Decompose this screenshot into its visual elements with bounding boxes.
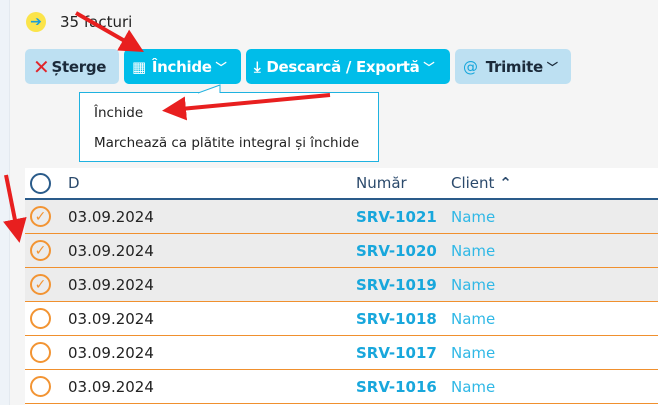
row-checkbox[interactable] [30,308,51,329]
select-all-checkbox[interactable] [30,172,51,194]
invoice-table: D Număr Client ⌃ ✓ 03.09.2024 SRV-1021 N… [25,168,658,405]
table-row[interactable]: 03.09.2024 SRV-1017 Name [25,336,658,370]
row-date: 03.09.2024 [68,377,154,396]
close-dropdown-menu: Închide Marchează ca plătite integral și… [79,84,379,162]
row-checkbox[interactable] [30,376,51,397]
table-body: ✓ 03.09.2024 SRV-1021 Name ✓ 03.09.2024 S… [25,200,658,404]
row-date: 03.09.2024 [68,275,154,294]
row-checkbox[interactable] [30,342,51,363]
table-row[interactable]: ✓ 03.09.2024 SRV-1020 Name [25,234,658,268]
row-number[interactable]: SRV-1016 [356,377,437,396]
row-checkbox[interactable]: ✓ [30,206,51,227]
row-date: 03.09.2024 [68,207,154,226]
row-date: 03.09.2024 [68,343,154,362]
sort-ascending-icon: ⌃ [499,174,512,192]
row-number[interactable]: SRV-1021 [356,207,437,226]
row-checkbox[interactable]: ✓ [30,240,51,261]
table-row[interactable]: 03.09.2024 SRV-1018 Name [25,302,658,336]
table-row[interactable]: ✓ 03.09.2024 SRV-1021 Name [25,200,658,234]
row-client[interactable]: Name [451,343,496,362]
header-date[interactable]: D [68,174,80,192]
table-row[interactable]: ✓ 03.09.2024 SRV-1019 Name [25,268,658,302]
left-sidebar-edge [0,0,10,405]
menu-item-close[interactable]: Închide [94,105,144,121]
row-number[interactable]: SRV-1020 [356,241,437,260]
row-number[interactable]: SRV-1017 [356,343,437,362]
download-icon: ⤓ [254,57,261,76]
count-label: 35 facturi [60,13,133,31]
arrow-right-icon[interactable]: ➔ [26,12,46,32]
header-number[interactable]: Număr [356,174,407,192]
invoice-count: ➔ 35 facturi [26,12,132,32]
row-client[interactable]: Name [451,207,496,226]
row-number[interactable]: SRV-1019 [356,275,437,294]
table-header: D Număr Client ⌃ [25,168,658,200]
download-export-button[interactable]: ⤓ Descarcă / Exportă ﹀ [246,49,450,84]
chevron-down-icon: ﹀ [546,60,558,74]
row-client[interactable]: Name [451,275,496,294]
row-client[interactable]: Name [451,309,496,328]
row-client[interactable]: Name [451,377,496,396]
menu-item-mark-paid-and-close[interactable]: Marchează ca plătite integral și închide [94,135,360,151]
header-client-label: Client [451,174,495,192]
chevron-down-icon: ﹀ [215,60,227,74]
dropdown-caret [198,84,221,94]
chevron-down-icon: ﹀ [423,60,435,74]
header-client[interactable]: Client ⌃ [451,174,512,192]
send-button[interactable]: @ Trimite ﹀ [455,49,571,84]
delete-button[interactable]: ✕ Șterge [25,49,119,84]
row-date: 03.09.2024 [68,309,154,328]
table-row[interactable]: 03.09.2024 SRV-1016 Name [25,370,658,404]
row-checkbox[interactable]: ✓ [30,274,51,295]
row-date: 03.09.2024 [68,241,154,260]
row-number[interactable]: SRV-1018 [356,309,437,328]
x-icon: ✕ [33,54,50,79]
at-icon: @ [463,57,478,76]
close-invoice-icon: ▦ [132,57,146,76]
row-client[interactable]: Name [451,241,496,260]
close-button[interactable]: ▦ Închide ﹀ [124,49,241,84]
